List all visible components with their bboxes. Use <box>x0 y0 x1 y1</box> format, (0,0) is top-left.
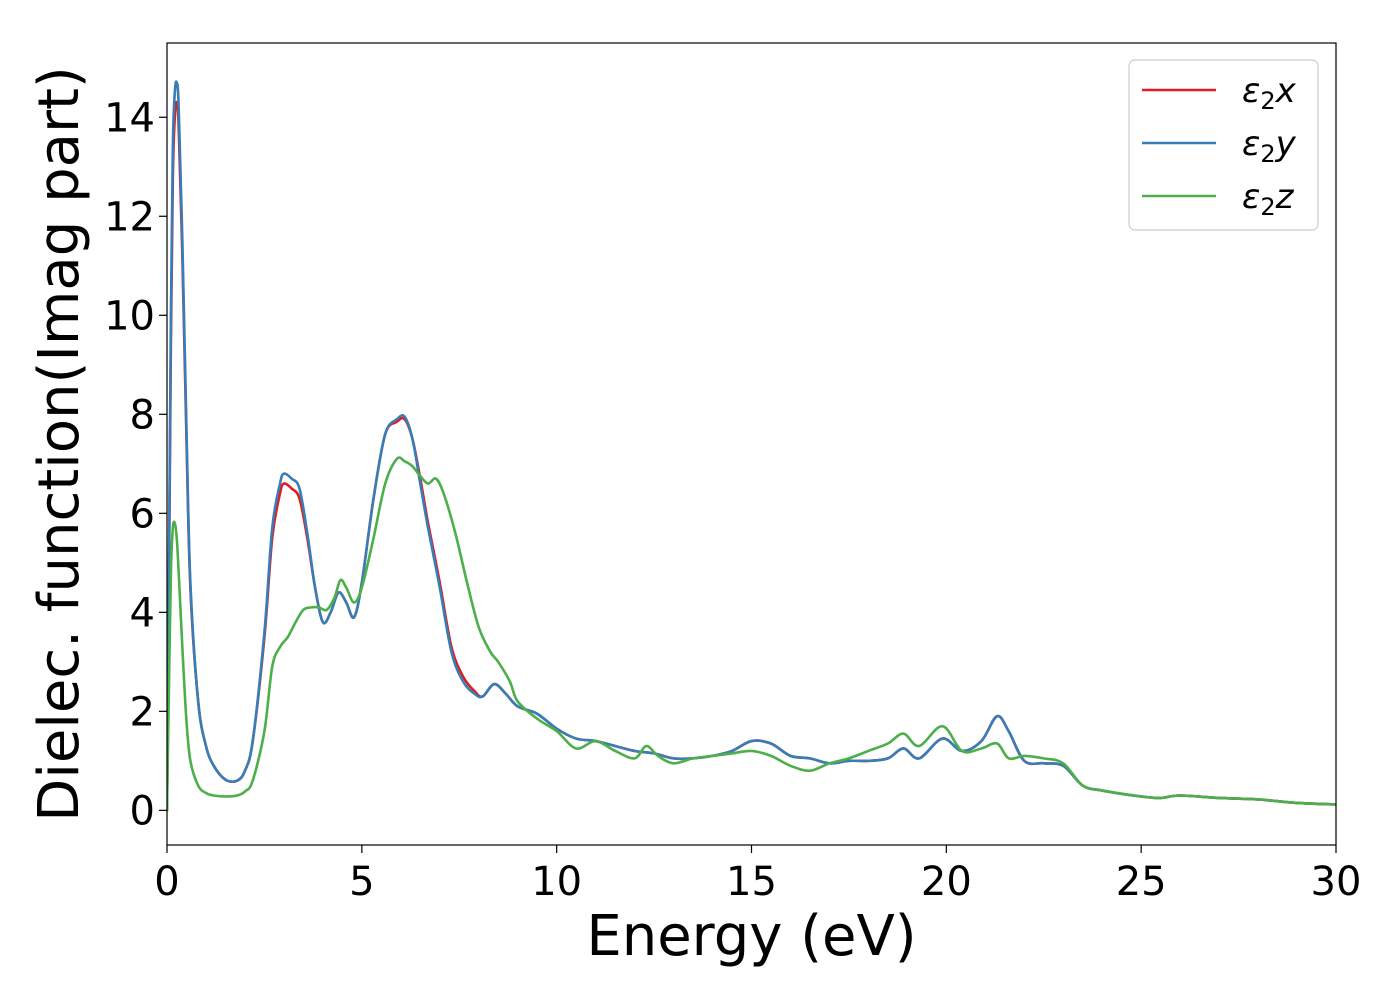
y-tick-label: 4 <box>130 590 155 636</box>
legend-label-x: ε2x <box>1242 71 1297 115</box>
y-tick-label: 8 <box>130 392 155 438</box>
series-layer <box>167 80 1336 812</box>
x-tick-label: 30 <box>1311 859 1362 905</box>
y-tick-label: 12 <box>104 194 155 240</box>
y-tick-label: 10 <box>104 293 155 339</box>
y-tick-label: 2 <box>130 689 155 735</box>
x-tick-label: 10 <box>531 859 582 905</box>
x-tick-label: 0 <box>154 859 179 905</box>
legend: ε2x ε2y ε2z <box>1128 59 1319 231</box>
legend-box <box>1128 59 1319 231</box>
y-tick-label: 14 <box>104 95 155 141</box>
series-line-y <box>167 80 1336 812</box>
x-axis-title: Energy (eV) <box>586 904 916 969</box>
y-tick-label: 0 <box>130 788 155 834</box>
x-tick-label: 5 <box>349 859 374 905</box>
x-tick-label: 15 <box>726 859 777 905</box>
legend-label-z: ε2z <box>1242 177 1295 221</box>
y-axis: 0 2 4 6 8 10 12 14 <box>104 95 167 834</box>
y-axis-title: Dielec. function(Imag part) <box>27 66 92 822</box>
series-line-z <box>167 456 1336 812</box>
x-tick-label: 20 <box>921 859 972 905</box>
x-tick-label: 25 <box>1116 859 1167 905</box>
x-axis: 0 5 10 15 20 25 30 <box>154 845 1361 905</box>
y-tick-label: 6 <box>130 491 155 537</box>
legend-label-y: ε2y <box>1242 124 1297 168</box>
